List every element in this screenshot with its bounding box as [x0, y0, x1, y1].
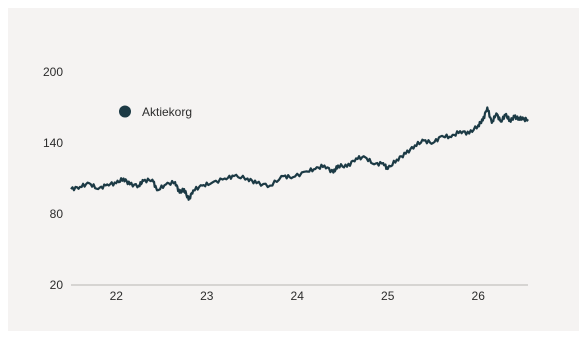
legend-label-aktiekorg: Aktiekorg — [142, 105, 192, 119]
legend: Aktiekorg — [119, 105, 192, 119]
y-tick-label: 200 — [43, 65, 63, 79]
series-group — [70, 106, 529, 201]
x-axis: 22 23 24 25 26 — [110, 289, 486, 303]
series-line-aktiekorg — [70, 106, 529, 201]
line-chart: 200 140 80 20 22 23 24 25 26 Aktiekorg — [43, 65, 529, 303]
y-axis: 200 140 80 20 — [43, 65, 63, 292]
chart-panel: 200 140 80 20 22 23 24 25 26 Aktiekorg — [8, 8, 579, 331]
y-tick-label: 80 — [50, 207, 64, 221]
x-tick-label: 23 — [200, 289, 214, 303]
x-tick-label: 22 — [110, 289, 124, 303]
x-tick-label: 24 — [291, 289, 305, 303]
x-tick-label: 26 — [472, 289, 486, 303]
y-tick-label: 140 — [43, 136, 63, 150]
x-tick-label: 25 — [381, 289, 395, 303]
legend-marker-aktiekorg — [119, 105, 131, 118]
y-tick-label: 20 — [50, 278, 64, 292]
